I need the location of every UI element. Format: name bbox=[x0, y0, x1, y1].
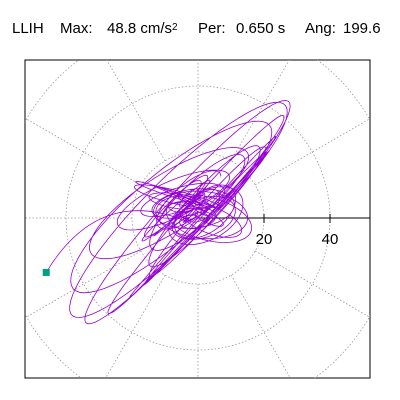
plot-header: LLIH Max: 48.8 cm/s2 Per: 0.650 s Ang: 1… bbox=[0, 20, 400, 46]
per-label: Per: bbox=[198, 20, 226, 37]
max-value: 48.8 bbox=[107, 20, 137, 37]
max-value-text: 48.8 cm/s2 bbox=[107, 20, 178, 38]
grid-spoke-240 bbox=[105, 274, 166, 378]
motion-trace-path bbox=[45, 100, 291, 325]
end-marker-layer bbox=[42, 268, 50, 276]
per-value: 0.650 s bbox=[236, 20, 286, 37]
tick-label-40: 40 bbox=[322, 231, 339, 248]
ang-label: Ang: bbox=[305, 20, 336, 37]
max-unit: cm/s bbox=[140, 20, 173, 37]
max-label: Max: bbox=[60, 20, 93, 37]
tick-label-20: 20 bbox=[256, 231, 273, 248]
grid-spoke-120 bbox=[106, 60, 166, 162]
end-point-marker bbox=[42, 268, 50, 276]
grid-spoke-300 bbox=[230, 274, 291, 378]
grid-spoke-60 bbox=[230, 60, 290, 162]
grid-spoke-30 bbox=[254, 118, 370, 186]
grid-spoke-210 bbox=[26, 250, 142, 318]
grid-spoke-330 bbox=[254, 250, 370, 318]
ang-value: 199.6 bbox=[343, 20, 381, 37]
grid-spoke-150 bbox=[26, 118, 142, 186]
motion-trace bbox=[45, 100, 291, 325]
max-unit-exponent: 2 bbox=[172, 22, 178, 33]
radial-axis: 20 40 bbox=[198, 214, 370, 248]
station-code: LLIH bbox=[12, 20, 44, 37]
